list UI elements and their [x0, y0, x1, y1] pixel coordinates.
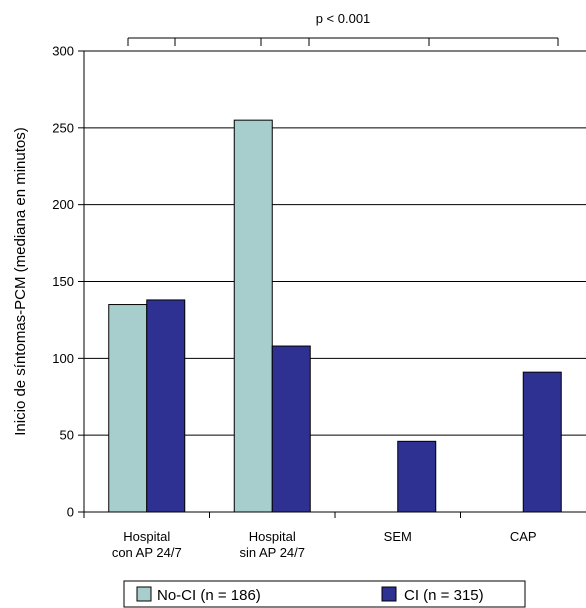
- y-tick-label-50: 50: [60, 428, 74, 443]
- y-tick-label-250: 250: [52, 120, 74, 135]
- y-tick-label-150: 150: [52, 274, 74, 289]
- x-tick-label-3-0: CAP: [510, 529, 537, 544]
- y-tick-label-0: 0: [67, 505, 74, 520]
- y-axis-label: Inicio de síntomas-PCM (mediana en minut…: [12, 127, 29, 435]
- x-tick-label-1-1: sin AP 24/7: [239, 545, 305, 560]
- x-tick-label-0-0: Hospital: [123, 529, 170, 544]
- bar-series1-cat2: [397, 440, 437, 513]
- legend-swatch-no-ci: [136, 586, 152, 602]
- y-tick-label-300: 300: [52, 44, 74, 59]
- bars: [108, 119, 562, 513]
- legend-box: [123, 580, 526, 608]
- y-tick-label-100: 100: [52, 351, 74, 366]
- p-value-annotation: p < 0.001: [316, 11, 371, 26]
- legend-swatch-ci: [381, 586, 397, 602]
- legend-label-ci: CI (n = 315): [404, 587, 484, 604]
- bar-series1-cat0: [146, 299, 186, 513]
- x-tick-label-1-0: Hospital: [249, 529, 296, 544]
- x-tick-label-0-1: con AP 24/7: [112, 545, 182, 560]
- bar-series0-cat1: [233, 119, 273, 513]
- x-tick-label-2-0: SEM: [384, 529, 412, 544]
- bar-series1-cat3: [522, 371, 562, 513]
- bar-series1-cat1: [271, 345, 311, 513]
- significance-bracket: p < 0.001: [127, 11, 559, 46]
- y-tick-label-200: 200: [52, 197, 74, 212]
- bar-series0-cat0: [108, 304, 148, 513]
- legend-label-no-ci: No-CI (n = 186): [157, 587, 261, 604]
- legend: No-CI (n = 186) CI (n = 315): [123, 580, 526, 608]
